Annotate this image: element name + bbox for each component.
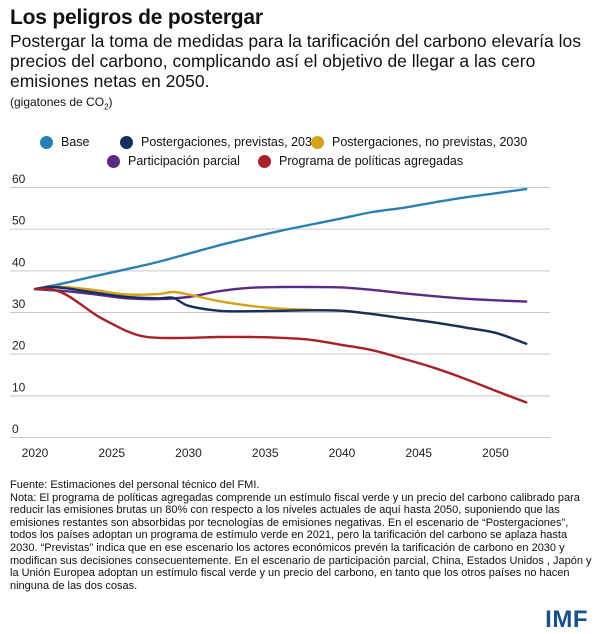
units-subscript: 2 [104, 102, 109, 112]
series-line-base [33, 187, 528, 291]
legend-swatch-programa-politicas [258, 154, 271, 168]
y-tick-label-0: 0 [12, 422, 19, 436]
x-tick-label-2045: 2045 [405, 446, 432, 460]
legend-label-postergaciones-no-previstas: Postergaciones, no previstas, 2030 [332, 135, 528, 149]
legend-label-postergaciones-previstas: Postergaciones, previstas, 2030 [141, 135, 319, 149]
x-tick-label-2035: 2035 [252, 446, 279, 460]
series-lines [33, 187, 528, 404]
legend-item-programa-politicas: Programa de políticas agregadas [258, 154, 463, 168]
source-note: Fuente: Estimaciones del personal técnic… [10, 479, 260, 491]
x-tick-label-2025: 2025 [98, 446, 125, 460]
legend-label-programa-politicas: Programa de políticas agregadas [279, 154, 464, 168]
methodology-note: Nota: El programa de políticas agregadas… [10, 491, 592, 592]
y-tick-label-20: 20 [12, 339, 26, 353]
legend-swatch-base [40, 135, 53, 149]
x-tick-label-2040: 2040 [329, 446, 356, 460]
series-line-participacion-parcial [33, 285, 528, 303]
x-tick-label-2030: 2030 [175, 446, 202, 460]
gridlines [10, 187, 550, 438]
footnotes: Fuente: Estimaciones del personal técnic… [10, 479, 592, 592]
series-line-postergaciones-previstas [33, 285, 528, 345]
legend-label-participacion-parcial: Participación parcial [128, 154, 240, 168]
y-tick-label-10: 10 [12, 380, 26, 394]
units-suffix: ) [108, 95, 113, 109]
y-tick-label-40: 40 [12, 255, 26, 269]
y-tick-label-30: 30 [12, 297, 26, 311]
legend-item-postergaciones-no-previstas: Postergaciones, no previstas, 2030 [311, 135, 527, 149]
legend-item-postergaciones-previstas: Postergaciones, previstas, 2030 [120, 135, 319, 149]
x-axis-ticks: 2020 2025 2030 2035 2040 2045 2050 [22, 446, 510, 460]
y-tick-label-50: 50 [12, 214, 26, 228]
legend-swatch-postergaciones-no-previstas [311, 135, 324, 149]
x-tick-label-2050: 2050 [482, 446, 509, 460]
y-tick-label-60: 60 [12, 172, 26, 186]
x-tick-label-2020: 2020 [22, 446, 49, 460]
legend-swatch-participacion-parcial [107, 154, 120, 168]
imf-logo: IMF [545, 606, 588, 633]
units-label: (gigatones de CO2) [10, 95, 113, 111]
series-line-programa-politicas [33, 287, 528, 404]
chart-title: Los peligros de postergar [10, 6, 263, 29]
units-prefix: (gigatones de CO [10, 95, 105, 109]
y-axis-ticks: 0 10 20 30 40 50 60 [12, 172, 26, 436]
chart-subtitle: Postergar la toma de medidas para la tar… [10, 31, 582, 91]
legend-item-base: Base [40, 135, 90, 149]
legend-label-base: Base [61, 135, 90, 149]
legend-swatch-postergaciones-previstas [120, 135, 133, 149]
legend-item-participacion-parcial: Participación parcial [107, 154, 240, 168]
